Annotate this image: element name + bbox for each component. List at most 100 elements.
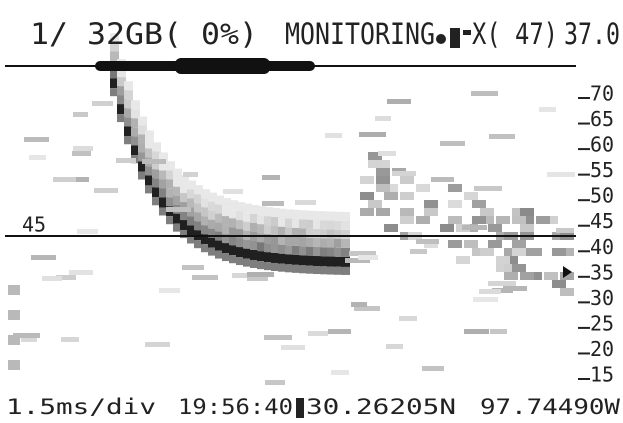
timebase: 1.5ms/div — [6, 395, 156, 419]
spectro-cell — [341, 267, 350, 275]
battery-icon — [450, 28, 460, 48]
scale-label: 55 — [590, 158, 614, 182]
spectro-cell — [247, 272, 274, 277]
spectro-cell — [375, 116, 391, 121]
spectro-cell — [92, 101, 113, 106]
spectro-cell — [547, 172, 575, 177]
latitude: 30.26205N — [306, 395, 456, 419]
spectro-cell — [192, 275, 218, 280]
spectro-cell — [145, 342, 170, 347]
spectro-cell — [464, 192, 478, 200]
spectro-cell — [480, 208, 494, 216]
card-status: 1/ 32GB( 0%) — [30, 17, 258, 51]
spectro-cell — [552, 280, 566, 288]
spectro-cell — [440, 141, 465, 146]
spectro-cell — [496, 216, 510, 224]
spectro-cell — [77, 229, 98, 234]
clock: 19:56:40 — [178, 395, 293, 419]
spectro-cell — [416, 216, 430, 224]
spectro-cell — [400, 176, 414, 184]
spectro-cell — [489, 134, 515, 139]
spectro-cell — [392, 171, 416, 176]
spectro-cell — [448, 216, 462, 224]
spectro-cell — [448, 240, 462, 248]
spectro-cell — [376, 184, 390, 192]
spectro-cell — [462, 225, 487, 230]
spectro-cell — [73, 146, 93, 151]
spectro-cell — [544, 272, 558, 280]
spectro-cell — [512, 240, 526, 248]
spectro-cell — [473, 297, 498, 302]
spectro-cell — [400, 216, 414, 224]
spectro-cell — [560, 288, 574, 296]
spectro-cell — [94, 188, 118, 193]
spectro-cell — [281, 345, 305, 350]
spectro-cell — [110, 51, 119, 60]
spectro-cell — [351, 302, 367, 307]
scale-label: 40 — [590, 235, 614, 259]
spectro-cell — [416, 239, 439, 244]
spectro-cell — [488, 240, 502, 248]
spectro-cell — [368, 160, 382, 168]
spectro-cell — [386, 344, 403, 349]
spectro-cell — [116, 158, 136, 163]
spectro-cell — [400, 192, 414, 200]
spectro-cell — [556, 228, 574, 233]
spectro-cell — [472, 216, 486, 224]
spectro-cell — [512, 216, 526, 224]
spectro-cell — [424, 208, 438, 216]
spectro-cell — [496, 256, 510, 264]
scale-label: 30 — [590, 286, 614, 310]
spectro-cell — [456, 256, 470, 264]
spectro-cell — [295, 200, 316, 205]
spectro-cell — [341, 221, 350, 230]
spectro-cell — [424, 200, 438, 208]
spectro-cell — [480, 248, 494, 256]
spectro-cell — [488, 224, 502, 232]
spectro-cell — [474, 186, 502, 191]
spectro-cell — [341, 212, 350, 221]
spectro-cell — [328, 329, 351, 334]
spectro-cell — [138, 116, 147, 125]
scale-label: 35 — [590, 260, 614, 284]
scale-label: 70 — [590, 82, 614, 106]
spectro-cell — [341, 239, 350, 248]
count: X( 47) — [472, 17, 558, 51]
spectro-cell — [124, 90, 133, 99]
spectro-cell — [376, 168, 390, 176]
spectro-cell — [142, 159, 166, 164]
spectro-cell — [464, 329, 489, 334]
spectro-cell — [448, 184, 462, 192]
spectro-cell — [536, 216, 550, 224]
spectro-cell — [376, 208, 390, 216]
spectro-cell — [223, 189, 243, 194]
spectro-cell — [358, 255, 378, 260]
spectro-cell — [360, 208, 374, 216]
spectro-cell — [29, 155, 46, 160]
scale-label: 50 — [590, 184, 614, 208]
spectro-cell — [131, 100, 140, 109]
spectro-cell — [145, 130, 154, 139]
marker-label: 45 — [22, 213, 46, 237]
spectro-cell — [8, 360, 20, 370]
spectro-cell — [376, 176, 390, 184]
spectro-cell — [183, 172, 198, 177]
spectro-cell — [539, 107, 556, 112]
spectro-cell — [378, 151, 396, 156]
spectro-cell — [341, 230, 350, 239]
progress-thumb — [175, 58, 270, 74]
spectro-cell — [72, 151, 91, 156]
spectro-cell — [262, 201, 284, 206]
spectro-cell — [431, 177, 454, 182]
mode: MONITORING — [285, 17, 435, 51]
longitude: 97.74490W — [480, 395, 620, 419]
spectro-cell — [341, 248, 350, 257]
spectro-cell — [42, 276, 62, 281]
spectro-cell — [520, 224, 534, 232]
spectro-cell — [520, 208, 534, 216]
spectro-cell — [24, 137, 49, 142]
spectro-cell — [53, 177, 76, 182]
spectro-cell — [472, 200, 486, 208]
spectro-cell — [73, 112, 88, 117]
spectro-cell — [325, 133, 342, 138]
